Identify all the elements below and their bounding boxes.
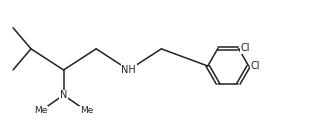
Text: NH: NH bbox=[121, 65, 136, 75]
Text: Cl: Cl bbox=[240, 43, 250, 53]
Text: Cl: Cl bbox=[250, 61, 260, 71]
Text: N: N bbox=[60, 90, 67, 100]
Text: Me: Me bbox=[80, 106, 93, 115]
Text: Me: Me bbox=[34, 106, 48, 115]
